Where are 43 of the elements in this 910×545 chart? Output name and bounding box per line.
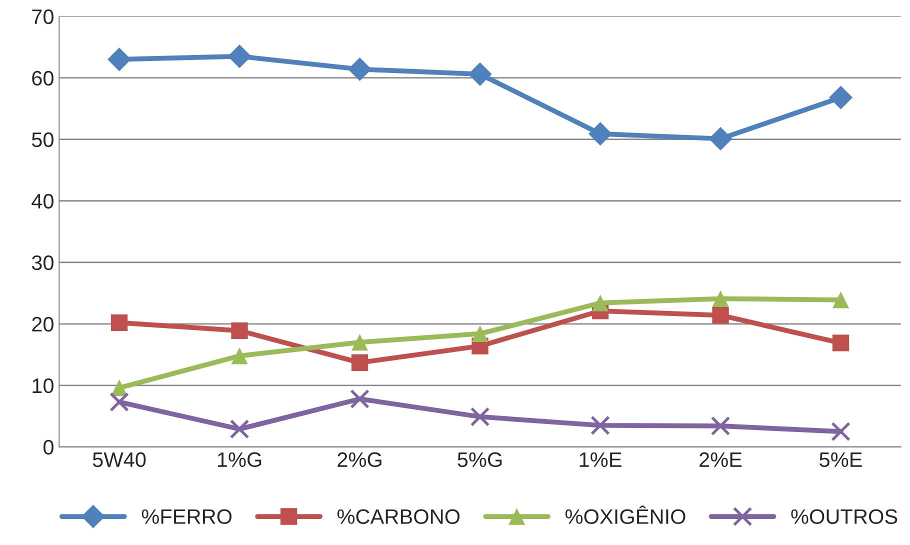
y-tick-label: 50 xyxy=(32,132,54,148)
y-tick-label: 30 xyxy=(32,255,54,270)
point xyxy=(708,126,732,151)
point xyxy=(230,419,250,439)
legend-label: %FERRO xyxy=(142,509,232,524)
x-tick-label: 2%E xyxy=(700,452,742,467)
point xyxy=(590,416,610,436)
point xyxy=(351,354,368,371)
legend-label: %OUTROS xyxy=(791,509,898,524)
point xyxy=(350,389,370,409)
legend-label: %CARBONO xyxy=(337,509,460,524)
y-tick-label: 40 xyxy=(32,194,54,209)
point xyxy=(592,294,609,312)
y-tick-label: 20 xyxy=(32,316,54,332)
x-tick-label: 5%E xyxy=(820,452,862,468)
point xyxy=(472,325,488,342)
x-tick-label: 1%G xyxy=(218,452,262,468)
point xyxy=(468,62,492,86)
x-tick-label: 1%E xyxy=(580,452,622,467)
point xyxy=(231,322,248,339)
point xyxy=(828,86,853,110)
point xyxy=(588,122,612,146)
point xyxy=(712,290,729,307)
x-tick-label: 2%G xyxy=(338,452,382,468)
point xyxy=(348,57,372,82)
point xyxy=(831,422,850,442)
point xyxy=(110,314,128,331)
point xyxy=(832,334,850,352)
point xyxy=(712,306,729,324)
x-tick-label: 5W40 xyxy=(92,452,146,468)
legend-label: %OXIGÊNIO xyxy=(565,506,686,524)
point xyxy=(231,348,248,364)
point xyxy=(110,392,129,412)
y-tick-label: 60 xyxy=(32,70,54,86)
point xyxy=(228,44,252,68)
x-tick-label: 5%G xyxy=(458,452,502,468)
y-tick-label: 10 xyxy=(32,378,54,394)
point xyxy=(351,334,368,351)
point xyxy=(470,407,490,426)
y-tick-label: 70 xyxy=(32,9,54,24)
point xyxy=(832,292,850,308)
point xyxy=(710,416,730,436)
y-tick-label: 0 xyxy=(44,440,54,455)
